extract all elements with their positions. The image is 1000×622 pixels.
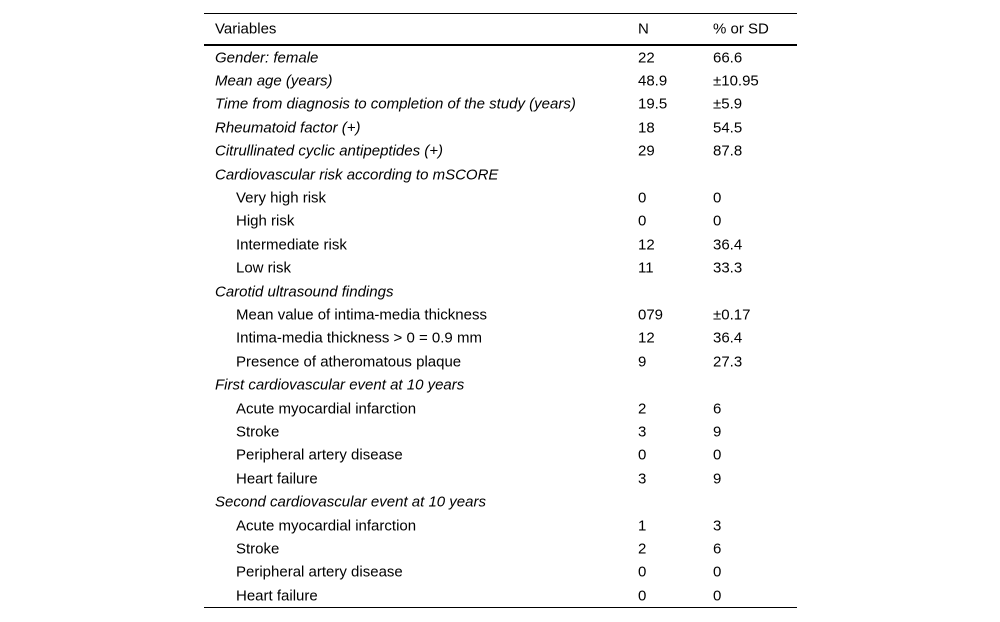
study-variables-table: Variables N % or SD Gender: female 22 66.6… — [204, 13, 797, 609]
row-percent-sd-value: 3 — [713, 517, 722, 534]
table-row: Low risk 11 33.3 — [204, 257, 797, 280]
table-row: Cardiovascular risk according to mSCORE — [204, 163, 797, 186]
row-percent-sd-value: 66.6 — [713, 49, 743, 67]
row-percent-sd-value: 36.4 — [713, 236, 743, 254]
row-n-value: 12 — [638, 236, 655, 254]
table-row: Very high risk 0 0 — [204, 186, 797, 209]
row-label: Low risk — [236, 259, 292, 277]
row-n-value: 12 — [638, 329, 655, 347]
row-percent-sd-value: ±0.17 — [713, 306, 751, 324]
table-row: Gender: female 22 66.6 — [204, 46, 797, 69]
row-label: First cardiovascular event at 10 years — [215, 376, 465, 394]
row-n-value: 2 — [638, 400, 647, 418]
row-label: Mean value of intima-media thickness — [236, 306, 487, 324]
header-n: N — [638, 20, 649, 38]
row-percent-sd-value: 0 — [713, 189, 722, 207]
table-row: Heart failure 0 0 — [204, 584, 797, 607]
row-n-value: 2 — [638, 540, 647, 558]
row-n-value: 3 — [638, 470, 647, 488]
row-percent-sd-value: 0 — [713, 587, 722, 605]
row-n-value: 0 — [638, 446, 647, 464]
row-percent-sd-value: 9 — [713, 423, 722, 441]
row-label: Stroke — [236, 423, 280, 441]
table-row: Rheumatoid factor (+) 18 54.5 — [204, 116, 797, 139]
row-label: Gender: female — [215, 49, 319, 67]
table-row: Second cardiovascular event at 10 years — [204, 490, 797, 513]
row-percent-sd-value: ±10.95 — [713, 72, 759, 90]
row-n-value: 0 — [638, 563, 647, 581]
table-row: High risk 0 0 — [204, 210, 797, 233]
row-percent-sd-value: 33.3 — [713, 259, 743, 277]
table-row: Carotid ultrasound findings — [204, 280, 797, 303]
row-label: Second cardiovascular event at 10 years — [215, 493, 486, 511]
row-percent-sd-value: 0 — [713, 446, 722, 464]
row-n-value: 3 — [638, 423, 647, 441]
table-row: Stroke 2 6 — [204, 537, 797, 560]
row-label: Heart failure — [236, 470, 318, 488]
row-percent-sd-value: 54.5 — [713, 119, 743, 137]
table-header-row: Variables N % or SD — [204, 14, 797, 46]
row-percent-sd-value: 27.3 — [713, 353, 743, 371]
table-row: Mean value of intima-media thickness 079 ±… — [204, 303, 797, 326]
row-n-value: 0 — [638, 587, 647, 605]
table-row: Intermediate risk 12 36.4 — [204, 233, 797, 256]
table-row: Citrullinated cyclic antipeptides (+) 29 8… — [204, 140, 797, 163]
row-label: High risk — [236, 212, 295, 230]
row-n-value: 079 — [638, 306, 664, 324]
row-label: Citrullinated cyclic antipeptides (+) — [215, 142, 444, 160]
row-n-value: 1 — [638, 517, 647, 534]
table-row: Presence of atheromatous plaque 9 27.3 — [204, 350, 797, 373]
row-label: Mean age (years) — [215, 72, 333, 90]
row-label: Presence of atheromatous plaque — [236, 353, 462, 371]
row-label: Intima-media thickness > 0 = 0.9 mm — [236, 329, 482, 347]
row-percent-sd-value: 87.8 — [713, 142, 743, 160]
row-label: Peripheral artery disease — [236, 563, 403, 581]
row-n-value: 11 — [638, 259, 654, 277]
row-percent-sd-value: 9 — [713, 470, 722, 488]
row-percent-sd-value: 6 — [713, 400, 722, 418]
table-row: Stroke 3 9 — [204, 420, 797, 443]
header-percent-or-sd: % or SD — [713, 20, 769, 38]
row-label: Very high risk — [236, 189, 327, 207]
row-percent-sd-value: 0 — [713, 563, 722, 581]
table-row: Intima-media thickness > 0 = 0.9 mm 12 36.… — [204, 327, 797, 350]
row-label: Acute myocardial infarction — [236, 517, 417, 534]
row-n-value: 48.9 — [638, 72, 668, 90]
table-row: Peripheral artery disease 0 0 — [204, 561, 797, 584]
row-n-value: 19.5 — [638, 95, 668, 113]
row-label: Time from diagnosis to completion of the… — [215, 95, 576, 113]
row-percent-sd-value: 36.4 — [713, 329, 743, 347]
row-percent-sd-value: ±5.9 — [713, 95, 743, 113]
table-row: Acute myocardial infarction 2 6 — [204, 397, 797, 420]
row-label: Heart failure — [236, 587, 318, 605]
row-n-value: 29 — [638, 142, 655, 160]
row-n-value: 0 — [638, 189, 647, 207]
row-n-value: 22 — [638, 49, 655, 67]
table-row: Mean age (years) 48.9 ±10.95 — [204, 69, 797, 92]
row-label: Rheumatoid factor (+) — [215, 119, 361, 137]
table-body: Gender: female 22 66.6 Mean age (years) 48.9… — [204, 46, 797, 607]
header-variables: Variables — [215, 20, 277, 38]
table-row: First cardiovascular event at 10 years — [204, 373, 797, 396]
row-percent-sd-value: 0 — [713, 212, 722, 230]
row-label: Acute myocardial infarction — [236, 400, 417, 418]
row-percent-sd-value: 6 — [713, 540, 722, 558]
row-label: Peripheral artery disease — [236, 446, 403, 464]
row-label: Cardiovascular risk according to mSCORE — [215, 166, 499, 184]
row-label: Intermediate risk — [236, 236, 347, 254]
table-row: Acute myocardial infarction 1 3 — [204, 514, 797, 537]
row-n-value: 0 — [638, 212, 647, 230]
row-label: Stroke — [236, 540, 280, 558]
table-row: Time from diagnosis to completion of the… — [204, 93, 797, 116]
table-row: Heart failure 3 9 — [204, 467, 797, 490]
row-label: Carotid ultrasound findings — [215, 283, 394, 301]
row-n-value: 18 — [638, 119, 655, 137]
row-n-value: 9 — [638, 353, 647, 371]
table-row: Peripheral artery disease 0 0 — [204, 444, 797, 467]
